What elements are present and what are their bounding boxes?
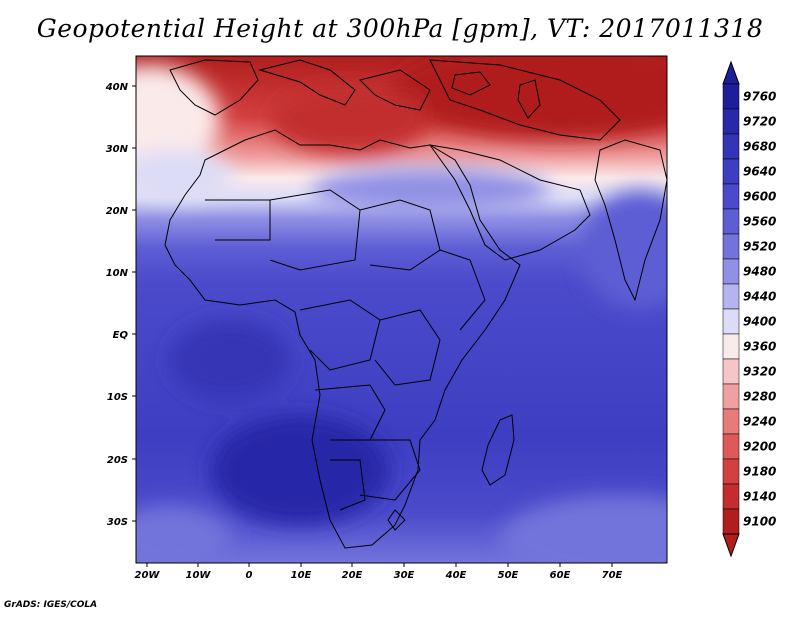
latitude-axis	[132, 85, 136, 522]
lon-label-10w: 10W	[186, 570, 212, 581]
lon-label-0: 0	[246, 570, 253, 581]
lon-label-20w: 20W	[135, 570, 161, 581]
colorbar-swatch	[722, 133, 740, 160]
colorbar-label: 9720	[743, 115, 776, 129]
lat-label-40n: 40N	[105, 82, 129, 93]
colorbar-label: 9200	[743, 440, 776, 454]
coastlines	[164, 59, 667, 549]
lon-label-50e: 50E	[498, 570, 519, 581]
plot-frame	[135, 55, 668, 564]
map-title: Geopotential Height at 300hPa [gpm], VT:…	[36, 14, 764, 43]
height-field	[136, 56, 667, 563]
colorbar-swatch	[722, 508, 740, 535]
longitude-axis	[146, 563, 613, 567]
colorbar-label: 9240	[743, 415, 776, 429]
lat-label-20n: 20N	[106, 206, 129, 217]
colorbar-label: 9480	[743, 265, 776, 279]
lon-label-20e: 20E	[342, 570, 363, 581]
colorbar-label: 9360	[743, 340, 776, 354]
colorbar-label: 9440	[743, 290, 776, 304]
colorbar: 9760 9720 9680 9640 9600 9560 9520 9480 9440 9400…	[722, 60, 776, 558]
colorbar-extend-high	[722, 60, 740, 85]
colorbar-label: 9280	[743, 390, 776, 404]
lat-label-eq: EQ	[113, 330, 129, 341]
colorbar-label: 9760	[743, 90, 776, 104]
colorbar-swatch	[722, 458, 740, 485]
colorbar-swatch	[722, 483, 740, 510]
colorbar-swatch	[722, 383, 740, 410]
colorbar-swatch	[722, 408, 740, 435]
colorbar-label: 9140	[743, 490, 776, 504]
colorbar-label: 9520	[743, 240, 776, 254]
colorbar-label: 9680	[743, 140, 776, 154]
lat-label-10s: 10S	[107, 392, 128, 403]
colorbar-swatch	[722, 308, 740, 335]
lat-label-20s: 20S	[107, 455, 128, 466]
lon-label-40e: 40E	[445, 570, 467, 581]
colorbar-swatch	[722, 283, 740, 310]
lat-label-30s: 30S	[107, 517, 128, 528]
colorbar-swatch	[722, 258, 740, 285]
colorbar-swatch	[722, 433, 740, 460]
lon-label-70e: 70E	[602, 570, 623, 581]
colorbar-label: 9560	[743, 215, 776, 229]
colorbar-extend-low	[722, 533, 740, 558]
colorbar-swatch	[722, 108, 740, 135]
colorbar-label: 9640	[743, 165, 776, 179]
colorbar-swatch	[722, 83, 740, 110]
colorbar-swatch	[722, 233, 740, 260]
colorbar-label: 9600	[743, 190, 776, 204]
colorbar-swatch	[722, 158, 740, 185]
colorbar-swatch	[722, 333, 740, 360]
colorbar-label: 9180	[743, 465, 776, 479]
colorbar-label: 9400	[743, 315, 776, 329]
lon-label-30e: 30E	[394, 570, 415, 581]
lon-label-60e: 60E	[550, 570, 571, 581]
lon-label-10e: 10E	[291, 570, 312, 581]
lat-label-10n: 10N	[106, 268, 129, 279]
colorbar-swatch	[722, 358, 740, 385]
credit-label: GrADS: IGES/COLA	[4, 600, 98, 610]
colorbar-label: 9320	[743, 365, 776, 379]
colorbar-swatch	[722, 183, 740, 210]
colorbar-label: 9100	[743, 515, 776, 529]
lat-label-30n: 30N	[106, 144, 129, 155]
colorbar-swatch	[722, 208, 740, 235]
